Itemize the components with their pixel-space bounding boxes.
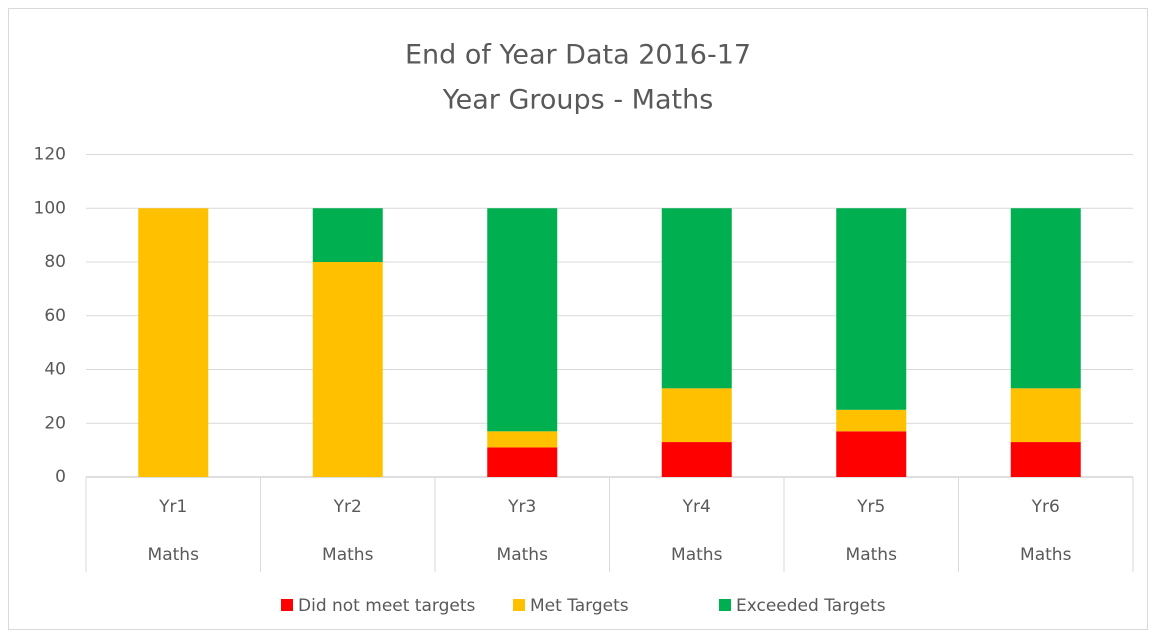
bar-segment: [836, 431, 907, 477]
bar-segment: [661, 388, 732, 443]
y-tick-label: 20: [44, 413, 66, 433]
legend-label: Met Targets: [530, 596, 629, 616]
bar-segment: [661, 442, 732, 477]
bar-segment: [487, 431, 558, 448]
x-tick-label: Yr2: [333, 497, 362, 517]
bar-segment: [312, 262, 383, 477]
x-group-label: Maths: [846, 545, 898, 565]
bar-segment: [836, 208, 907, 410]
y-tick-label: 80: [44, 252, 66, 272]
x-group-label: Maths: [1020, 545, 1072, 565]
x-group-label: Maths: [671, 545, 723, 565]
x-tick-label: Yr4: [682, 497, 711, 517]
x-group-label: Maths: [322, 545, 374, 565]
x-group-label: Maths: [497, 545, 549, 565]
chart-title: End of Year Data 2016-17: [405, 40, 751, 71]
x-tick-label: Yr1: [158, 497, 187, 517]
bar-segment: [138, 208, 209, 477]
y-tick-label: 0: [55, 467, 66, 487]
y-tick-label: 60: [44, 306, 66, 326]
bar-segment: [1010, 442, 1081, 477]
chart-subtitle: Year Groups - Maths: [442, 85, 714, 116]
x-tick-label: Yr3: [507, 497, 536, 517]
bar-segment: [1010, 208, 1081, 389]
legend-label: Did not meet targets: [298, 596, 475, 616]
bar-segment: [487, 208, 558, 432]
bar-segment: [1010, 388, 1081, 443]
legend-swatch: [281, 599, 293, 611]
legend-swatch: [719, 599, 731, 611]
x-group-label: Maths: [148, 545, 200, 565]
legend-swatch: [513, 599, 525, 611]
bar-segment: [312, 208, 383, 262]
x-tick-label: Yr6: [1031, 497, 1060, 517]
y-tick-label: 120: [34, 145, 66, 165]
legend-label: Exceeded Targets: [736, 596, 886, 616]
bar-segment: [836, 409, 907, 432]
x-tick-label: Yr5: [856, 497, 885, 517]
bar-segment: [661, 208, 732, 389]
y-tick-label: 40: [44, 360, 66, 380]
bar-segment: [487, 447, 558, 477]
y-tick-label: 100: [34, 198, 66, 218]
